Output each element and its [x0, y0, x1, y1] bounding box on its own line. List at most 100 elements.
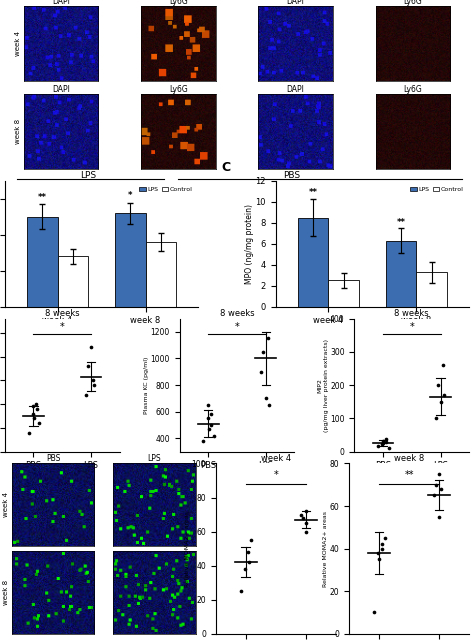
Point: [382, 434, 389, 444]
Point: [381, 532, 389, 543]
Point: [237, 586, 245, 596]
Point: [437, 397, 444, 407]
Bar: [146, 242, 176, 307]
Point: [302, 527, 310, 537]
Point: [210, 431, 218, 441]
Point: [297, 509, 305, 520]
Y-axis label: week 4: week 4: [15, 31, 21, 56]
Text: **: **: [404, 470, 414, 481]
Title: PBS: PBS: [46, 454, 60, 463]
Point: [430, 490, 438, 500]
Text: *: *: [273, 470, 278, 481]
Point: [30, 413, 38, 424]
Point: [375, 554, 383, 564]
Title: DAPI: DAPI: [52, 0, 70, 6]
Point: [204, 400, 211, 410]
Bar: [298, 218, 328, 307]
Y-axis label: week 4: week 4: [3, 492, 9, 517]
Point: [300, 513, 307, 523]
Bar: [386, 241, 417, 307]
Legend: LPS, Control: LPS, Control: [408, 184, 466, 195]
Point: [435, 469, 443, 479]
Point: [30, 401, 37, 412]
Title: LPS: LPS: [148, 454, 161, 463]
Y-axis label: Relative MOMA2+ areas: Relative MOMA2+ areas: [323, 511, 328, 586]
Point: [262, 393, 270, 404]
Point: [436, 511, 443, 522]
Text: **: **: [397, 218, 406, 227]
Point: [432, 413, 439, 424]
Point: [207, 409, 215, 419]
Point: [374, 440, 382, 451]
Point: [439, 360, 447, 370]
Title: 8 weeks: 8 weeks: [219, 308, 255, 317]
Title: Ly6G: Ly6G: [403, 0, 422, 6]
Bar: [115, 213, 146, 307]
Point: [379, 438, 387, 449]
Point: [374, 548, 382, 558]
Point: [200, 436, 207, 446]
Point: [385, 442, 392, 452]
Text: *: *: [410, 322, 414, 332]
Point: [379, 439, 386, 449]
Point: [241, 564, 249, 574]
Y-axis label: MIP2
(pg/mg liver protein extracts): MIP2 (pg/mg liver protein extracts): [318, 339, 328, 431]
Bar: [417, 272, 447, 307]
Point: [32, 399, 40, 409]
Bar: [328, 280, 359, 307]
Point: [29, 408, 36, 419]
Point: [434, 380, 442, 390]
Title: DAPI: DAPI: [52, 86, 70, 95]
Text: C: C: [221, 161, 231, 174]
Text: PBS: PBS: [283, 171, 300, 180]
Point: [259, 347, 267, 357]
Y-axis label: Plasma KC (pg/ml): Plasma KC (pg/ml): [144, 356, 149, 414]
Point: [433, 479, 440, 490]
Point: [245, 547, 252, 557]
Title: week 4: week 4: [261, 454, 291, 463]
Text: *: *: [60, 322, 64, 332]
Point: [302, 506, 310, 516]
Point: [257, 367, 264, 377]
Y-axis label: week 8: week 8: [3, 580, 9, 605]
Point: [370, 607, 378, 618]
Point: [245, 557, 253, 567]
Point: [33, 404, 40, 414]
Point: [438, 484, 445, 494]
Point: [89, 375, 97, 385]
Title: Ly6G: Ly6G: [169, 86, 188, 95]
Point: [378, 539, 385, 549]
Legend: LPS, Control: LPS, Control: [137, 184, 195, 195]
Title: DAPI: DAPI: [287, 0, 305, 6]
Text: **: **: [37, 193, 46, 202]
Title: week 8: week 8: [394, 454, 424, 463]
Point: [87, 342, 95, 352]
Title: Ly6G: Ly6G: [169, 0, 188, 6]
Point: [25, 428, 32, 438]
Title: Ly6G: Ly6G: [403, 86, 422, 95]
Point: [204, 413, 212, 424]
Y-axis label: week 8: week 8: [15, 119, 21, 145]
Y-axis label: MPO (ng/mg protein): MPO (ng/mg protein): [245, 204, 254, 284]
Text: *: *: [128, 191, 132, 200]
Text: LPS: LPS: [80, 171, 96, 180]
Point: [205, 424, 212, 434]
Point: [383, 437, 390, 447]
Text: *: *: [235, 322, 239, 332]
Point: [379, 543, 386, 554]
Point: [35, 418, 43, 428]
Point: [264, 333, 272, 344]
Title: DAPI: DAPI: [287, 86, 305, 95]
Title: 8 weeks: 8 weeks: [45, 308, 80, 317]
Point: [248, 535, 255, 545]
Point: [82, 390, 90, 400]
Y-axis label: Relative MOMA2+ areas: Relative MOMA2+ areas: [185, 511, 190, 586]
Bar: [27, 217, 57, 307]
Point: [265, 400, 273, 410]
Point: [380, 436, 387, 446]
Point: [91, 380, 98, 390]
Point: [440, 390, 448, 400]
Bar: [57, 257, 88, 307]
Text: **: **: [309, 188, 318, 197]
Point: [84, 361, 92, 371]
